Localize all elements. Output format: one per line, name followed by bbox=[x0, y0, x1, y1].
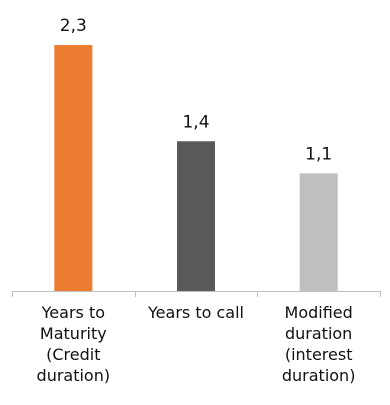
category-label-modified-duration: Modified duration (interest duration) bbox=[281, 303, 356, 385]
value-labels-group: 2,3 1,4 1,1 bbox=[60, 16, 332, 164]
data-label-2: 1,1 bbox=[305, 144, 332, 164]
bars-group bbox=[54, 45, 338, 291]
data-label-1: 1,4 bbox=[182, 112, 209, 132]
bar-2 bbox=[299, 173, 338, 291]
category-label-years-to-call: Years to call bbox=[148, 303, 244, 322]
bar-1 bbox=[177, 141, 215, 291]
category-label-years-to-maturity: Years to Maturity (Credit duration) bbox=[36, 303, 111, 385]
x-axis bbox=[12, 291, 381, 297]
data-label-0: 2,3 bbox=[60, 16, 87, 36]
bar-0 bbox=[54, 45, 93, 291]
